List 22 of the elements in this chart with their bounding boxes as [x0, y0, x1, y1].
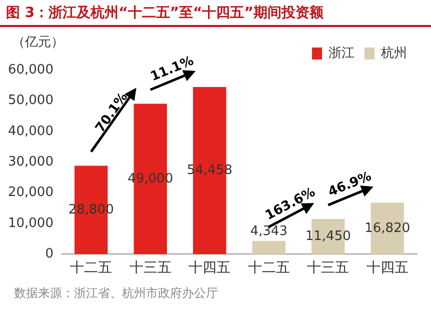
y-tick-label: 60,000: [8, 62, 54, 78]
y-tick-label: 30,000: [8, 154, 54, 170]
y-tick-label: 20,000: [8, 185, 54, 200]
data-label: 11,450: [305, 229, 351, 244]
x-tick-label: 十四五: [188, 260, 231, 276]
y-tick-label: 50,000: [8, 93, 54, 108]
x-tick-label: 十二五: [248, 260, 290, 276]
data-label: 4,343: [250, 224, 288, 240]
y-tick-label: 0: [45, 246, 54, 262]
bar: [252, 240, 286, 254]
y-tick-label: 40,000: [8, 124, 54, 139]
data-label: 16,820: [364, 220, 410, 236]
y-tick-label: 10,000: [8, 216, 54, 231]
legend-label: 杭州: [380, 46, 407, 61]
y-axis-title: （亿元）: [12, 35, 64, 50]
x-tick-label: 十四五: [366, 260, 408, 276]
chart-title: 图 3：浙江及杭州“十二五”至“十四五”期间投资额: [0, 0, 431, 27]
x-tick-label: 十三五: [307, 260, 350, 276]
legend-label: 浙江: [328, 46, 354, 61]
x-tick-label: 十三五: [129, 260, 172, 276]
x-tick-label: 十二五: [70, 260, 112, 276]
source-note: 数据来源：浙江省、杭州市政府办公厅: [13, 285, 219, 302]
